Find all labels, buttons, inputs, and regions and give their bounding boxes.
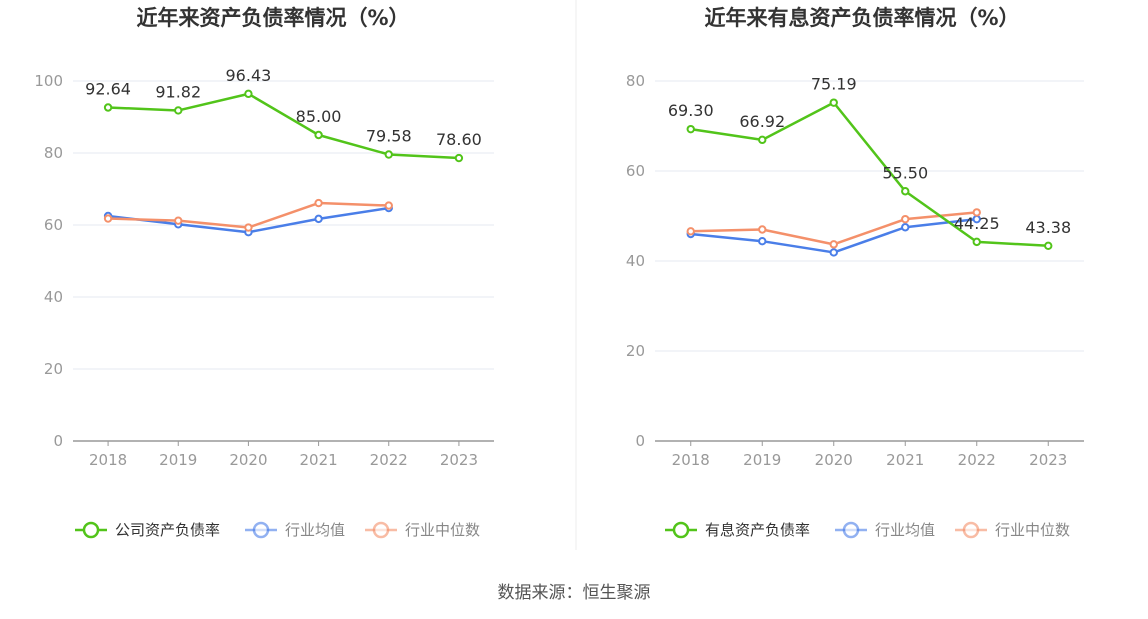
data-source-note: 数据来源：恒生聚源 — [498, 583, 651, 603]
legend-label: 行业均值 — [285, 521, 345, 539]
legend-swatch-marker — [842, 521, 860, 539]
data-point-median — [174, 216, 183, 225]
data-point-median — [901, 214, 910, 224]
y-tick-label: 20 — [626, 342, 645, 360]
data-point-median — [686, 227, 695, 236]
x-tick-label: 2022 — [370, 451, 408, 469]
data-point-company — [384, 150, 393, 159]
data-label: 78.60 — [436, 130, 482, 149]
y-tick-label: 40 — [44, 288, 63, 306]
data-point-median — [103, 214, 113, 223]
x-tick-label: 2021 — [886, 451, 924, 469]
data-point-company — [901, 187, 910, 196]
data-label: 92.64 — [85, 79, 131, 98]
data-label: 85.00 — [296, 107, 342, 126]
data-point-company — [972, 237, 981, 247]
data-point-median — [972, 208, 981, 217]
data-label: 55.50 — [882, 163, 928, 182]
data-point-company — [1044, 241, 1053, 250]
y-tick-label: 40 — [626, 252, 645, 270]
x-tick-label: 2019 — [743, 451, 781, 469]
data-label: 79.58 — [366, 127, 412, 146]
data-point-company — [454, 153, 464, 163]
x-tick-label: 2020 — [229, 451, 267, 469]
y-tick-label: 0 — [53, 432, 63, 450]
chart-title: 近年来有息资产负债率情况（%） — [704, 6, 1019, 30]
chart-title: 近年来资产负债率情况（%） — [136, 6, 409, 30]
legend-label: 公司资产负债率 — [115, 521, 220, 539]
chart-panel-interest-debt-ratio: 近年来有息资产负债率情况（%） 0 20 40 60 80 2018 2019 2020 2021… — [626, 6, 1084, 539]
x-tick-label: 2022 — [958, 451, 996, 469]
legend-label: 行业中位数 — [995, 521, 1070, 539]
legend-label: 行业中位数 — [405, 521, 480, 539]
y-tick-label: 80 — [626, 72, 645, 90]
data-point-average — [314, 214, 323, 224]
data-point-company — [103, 103, 113, 112]
data-label: 66.92 — [739, 112, 785, 131]
legend-swatch-marker — [372, 521, 390, 539]
x-tick-label: 2019 — [159, 451, 197, 469]
legend-item-average[interactable]: 行业均值 — [245, 521, 345, 539]
data-point-median — [758, 225, 767, 234]
data-point-average — [758, 237, 767, 246]
data-point-company — [829, 98, 838, 107]
x-tick-label: 2018 — [89, 451, 127, 469]
data-point-median — [244, 223, 253, 232]
data-point-average — [901, 223, 910, 232]
y-tick-label: 0 — [635, 432, 645, 450]
y-tick-label: 60 — [44, 216, 63, 234]
data-point-company — [244, 89, 253, 99]
legend-item-median[interactable]: 行业中位数 — [365, 521, 480, 539]
chart-panel-debt-ratio: 近年来资产负债率情况（%） 0 20 40 60 80 100 2018 2019 2020 202… — [34, 6, 494, 539]
data-point-median — [384, 201, 393, 210]
data-label: 75.19 — [811, 75, 857, 94]
data-point-company — [314, 130, 323, 140]
legend-swatch-marker — [962, 521, 980, 539]
data-point-company — [758, 135, 767, 145]
x-tick-label: 2021 — [299, 451, 337, 469]
series-line-company — [108, 92, 459, 160]
data-label: 69.30 — [668, 101, 714, 120]
legend-swatch-marker — [672, 521, 690, 539]
data-label: 44.25 — [954, 214, 1000, 233]
y-tick-label: 60 — [626, 162, 645, 180]
legend-item-company[interactable]: 有息资产负债率 — [665, 521, 810, 539]
x-tick-label: 2018 — [672, 451, 710, 469]
legend-item-company[interactable]: 公司资产负债率 — [75, 521, 220, 539]
legend-label: 有息资产负债率 — [705, 521, 810, 539]
legend-swatch-marker — [82, 521, 100, 539]
data-point-company — [686, 124, 695, 134]
data-point-median — [829, 240, 838, 249]
series-line-company — [690, 101, 1049, 248]
data-label: 91.82 — [155, 82, 201, 101]
y-tick-label: 20 — [44, 360, 63, 378]
x-tick-label: 2023 — [1029, 451, 1067, 469]
data-point-company — [174, 106, 183, 115]
legend-item-median[interactable]: 行业中位数 — [955, 521, 1070, 539]
x-tick-label: 2020 — [815, 451, 853, 469]
y-tick-label: 100 — [34, 72, 63, 90]
data-point-average — [829, 248, 838, 257]
data-label: 43.38 — [1025, 218, 1071, 237]
legend-item-average[interactable]: 行业均值 — [835, 521, 935, 539]
y-tick-label: 80 — [44, 144, 63, 162]
data-point-median — [314, 198, 323, 208]
legend-swatch-marker — [252, 521, 270, 539]
data-label: 96.43 — [226, 66, 272, 85]
x-tick-label: 2023 — [440, 451, 478, 469]
legend-label: 行业均值 — [875, 521, 935, 539]
